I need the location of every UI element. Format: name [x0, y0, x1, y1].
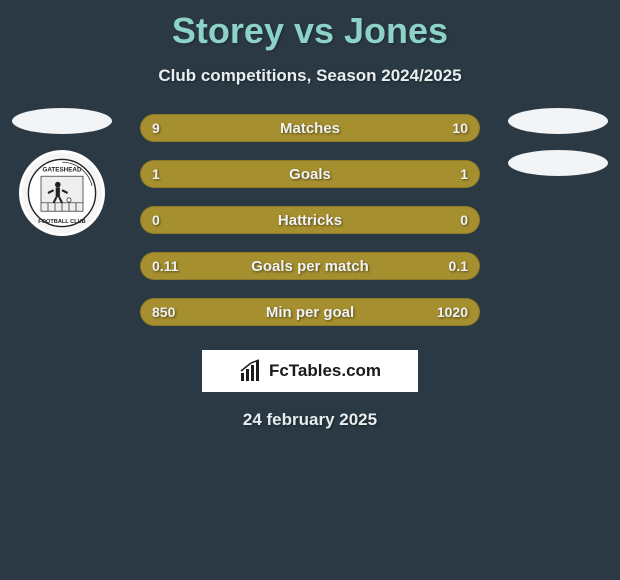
stat-label: Goals per match [251, 258, 369, 275]
gateshead-logo-icon: GATESHEAD FOOTBALL CLUB [27, 158, 97, 228]
stat-label: Hattricks [278, 212, 342, 229]
comparison-panel: GATESHEAD FOOTBALL CLUB [0, 114, 620, 430]
stat-label: Min per goal [266, 304, 354, 321]
subtitle: Club competitions, Season 2024/2025 [0, 66, 620, 86]
bar-chart-icon [239, 359, 263, 383]
left-club-logo: GATESHEAD FOOTBALL CLUB [19, 150, 105, 236]
left-player-badges: GATESHEAD FOOTBALL CLUB [12, 108, 112, 236]
stat-left-value: 9 [152, 120, 160, 136]
stat-left-value: 0.11 [152, 258, 178, 274]
stat-right-value: 1 [460, 166, 468, 182]
stat-left-value: 1 [152, 166, 160, 182]
stat-bar-min-per-goal: 850 Min per goal 1020 [140, 298, 480, 326]
stat-bar-matches: 9 Matches 10 [140, 114, 480, 142]
stat-left-value: 850 [152, 304, 175, 320]
player-oval-right-1 [508, 108, 608, 134]
stat-left-value: 0 [152, 212, 160, 228]
stat-bar-goals: 1 Goals 1 [140, 160, 480, 188]
stat-right-value: 0 [460, 212, 468, 228]
stat-right-value: 0.1 [449, 258, 468, 274]
svg-text:GATESHEAD: GATESHEAD [42, 166, 82, 173]
stat-label: Matches [280, 120, 340, 137]
stats-bars: 9 Matches 10 1 Goals 1 0 Hattricks 0 0.1… [140, 114, 480, 326]
stat-label: Goals [289, 166, 331, 183]
stat-right-value: 10 [452, 120, 468, 136]
fctables-label: FcTables.com [269, 361, 381, 381]
right-player-badges [508, 108, 608, 176]
date-label: 24 february 2025 [0, 410, 620, 430]
stat-bar-goals-per-match: 0.11 Goals per match 0.1 [140, 252, 480, 280]
stat-bar-hattricks: 0 Hattricks 0 [140, 206, 480, 234]
player-oval-right-2 [508, 150, 608, 176]
stat-right-value: 1020 [437, 304, 468, 320]
page-title: Storey vs Jones [0, 0, 620, 52]
player-oval-left [12, 108, 112, 134]
svg-text:FOOTBALL CLUB: FOOTBALL CLUB [38, 219, 85, 225]
fctables-brand: FcTables.com [202, 350, 418, 392]
